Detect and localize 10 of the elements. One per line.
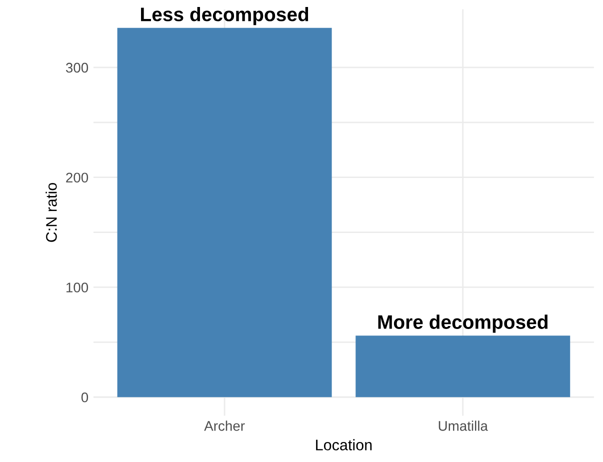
x-tick-label: Umatilla	[438, 420, 488, 431]
y-tick-label: 300	[66, 62, 88, 73]
annotation: More decomposed	[378, 314, 548, 333]
y-tick-label: 0	[81, 392, 88, 402]
x-tick-label: Archer	[204, 420, 245, 431]
annotation: Less decomposed	[141, 7, 308, 26]
y-tick-label: 100	[66, 282, 88, 292]
y-axis-title: C:N ratio	[46, 183, 57, 242]
x-axis-title: Location	[316, 439, 372, 450]
y-tick-label: 200	[66, 172, 88, 183]
